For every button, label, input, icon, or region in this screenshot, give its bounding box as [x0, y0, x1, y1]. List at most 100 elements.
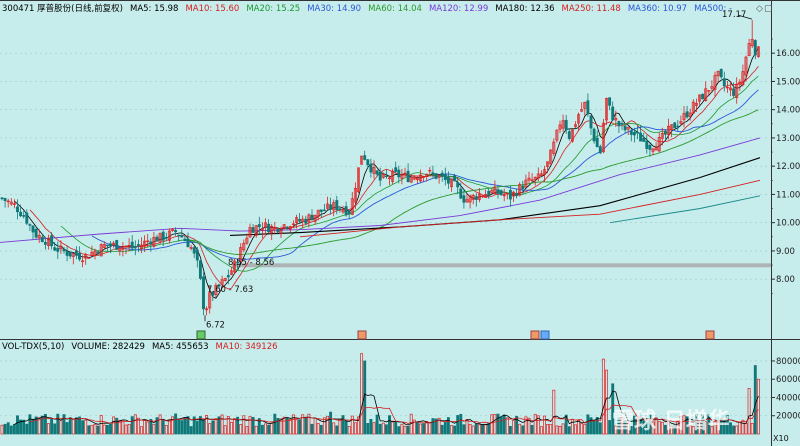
price-tick-label: 16.00	[776, 49, 800, 59]
volume-bar	[25, 423, 29, 435]
candle-body	[360, 155, 364, 165]
volume-bar	[642, 417, 646, 435]
candle-body	[636, 131, 639, 134]
ma10-line	[29, 66, 759, 290]
volume-ma10-line	[29, 404, 759, 424]
volume-bar	[329, 411, 333, 435]
candle-body	[409, 176, 413, 183]
volume-bar	[546, 424, 550, 435]
candle-body	[74, 250, 78, 256]
candle-body	[285, 226, 289, 229]
candle-body	[688, 112, 692, 117]
volume-bar	[403, 425, 407, 435]
volume-bar	[722, 419, 726, 435]
volume-bar	[136, 417, 140, 435]
volume-bar	[406, 425, 410, 435]
candle-body	[143, 240, 147, 247]
volume-axis-ticks: 20000 40000 60000 80000	[771, 357, 800, 422]
candle-body	[558, 124, 562, 130]
volume-bar	[688, 425, 692, 435]
volume-bar	[639, 418, 643, 435]
volume-bar	[620, 417, 624, 435]
volume-bar	[698, 422, 701, 435]
candle-body	[152, 236, 156, 247]
volume-bar	[71, 419, 75, 435]
candle-body	[676, 125, 680, 128]
volume-bar	[391, 420, 395, 435]
candle-body	[744, 56, 748, 76]
candle-body	[260, 228, 264, 231]
volume-bar	[360, 353, 364, 435]
volume-bar	[484, 423, 488, 435]
main-header: 300471 厚普股份(日线,前复权) MA5: 15.98 MA10: 15.60…	[2, 3, 732, 14]
event-marker-4[interactable]	[540, 330, 550, 340]
window-maximize-icon[interactable]: ▢	[764, 4, 773, 14]
volume-bar	[50, 418, 54, 435]
event-marker-5[interactable]	[705, 330, 715, 340]
volume-bar	[335, 425, 339, 435]
volume-bar	[533, 413, 537, 435]
volume-bar	[670, 426, 674, 435]
event-marker-2[interactable]	[357, 330, 367, 340]
candle-body	[614, 118, 618, 121]
candle-body	[493, 186, 497, 194]
candle-body	[217, 284, 221, 287]
candle-body	[84, 254, 88, 259]
volume-bar	[524, 416, 528, 435]
candle-body	[654, 147, 658, 151]
event-marker-1[interactable]	[196, 330, 206, 340]
candle-body	[245, 237, 249, 244]
candle-body	[415, 177, 419, 180]
volume-bar	[59, 420, 63, 435]
volume-bar	[264, 423, 267, 435]
volume-bar	[202, 419, 205, 435]
volume-bar	[471, 425, 475, 435]
price-axis-ticks: 8.00 9.00 10.00 11.00 12.00 13.00 14.00 15.00 16…	[771, 38, 800, 294]
candle-body	[164, 237, 168, 239]
candle-body	[657, 137, 661, 152]
candle-body	[254, 225, 258, 236]
volume-bar	[341, 415, 345, 435]
candle-body	[233, 260, 236, 273]
volume-bar	[28, 414, 32, 435]
candle-body	[505, 192, 509, 195]
volume-bars	[0, 353, 760, 435]
candle-body	[242, 242, 246, 251]
candle-body	[43, 241, 47, 245]
candle-body	[288, 226, 292, 230]
price-tick-label: 9.00	[776, 247, 795, 257]
volume-bar	[384, 424, 388, 435]
candle-body	[96, 251, 100, 254]
annotation-low: 6.72	[206, 320, 225, 330]
candle-body	[301, 218, 305, 223]
candle-body	[518, 184, 522, 196]
volume-bar	[62, 414, 66, 435]
candle-body	[710, 86, 714, 89]
candle-body	[124, 245, 128, 248]
candle-body	[239, 247, 243, 263]
volume-bar	[288, 419, 292, 435]
volume-bar	[499, 416, 503, 435]
volume-bar	[19, 419, 23, 435]
ma120-line	[0, 137, 761, 243]
candle-body	[282, 224, 286, 228]
header-diamond-icon[interactable]: ◇	[756, 4, 763, 14]
annotation-range-1: 7.60 - 7.63	[207, 285, 253, 295]
volume-bar	[74, 417, 78, 435]
candle-body	[205, 308, 209, 311]
volume-bar	[285, 417, 289, 435]
candle-body	[673, 122, 677, 129]
candle-body	[698, 94, 701, 102]
volume-bar	[515, 415, 519, 435]
volume-bar	[605, 369, 608, 435]
volume-bar	[388, 415, 391, 435]
volume-bar	[508, 426, 512, 435]
volume-bar	[295, 419, 298, 435]
event-marker-3[interactable]	[530, 330, 540, 340]
volume-bar	[381, 422, 385, 435]
candle-body	[552, 141, 556, 154]
ma360-line	[609, 195, 761, 224]
candle-body	[192, 247, 196, 254]
volume-bar	[254, 425, 258, 435]
volume-bar	[558, 425, 562, 435]
